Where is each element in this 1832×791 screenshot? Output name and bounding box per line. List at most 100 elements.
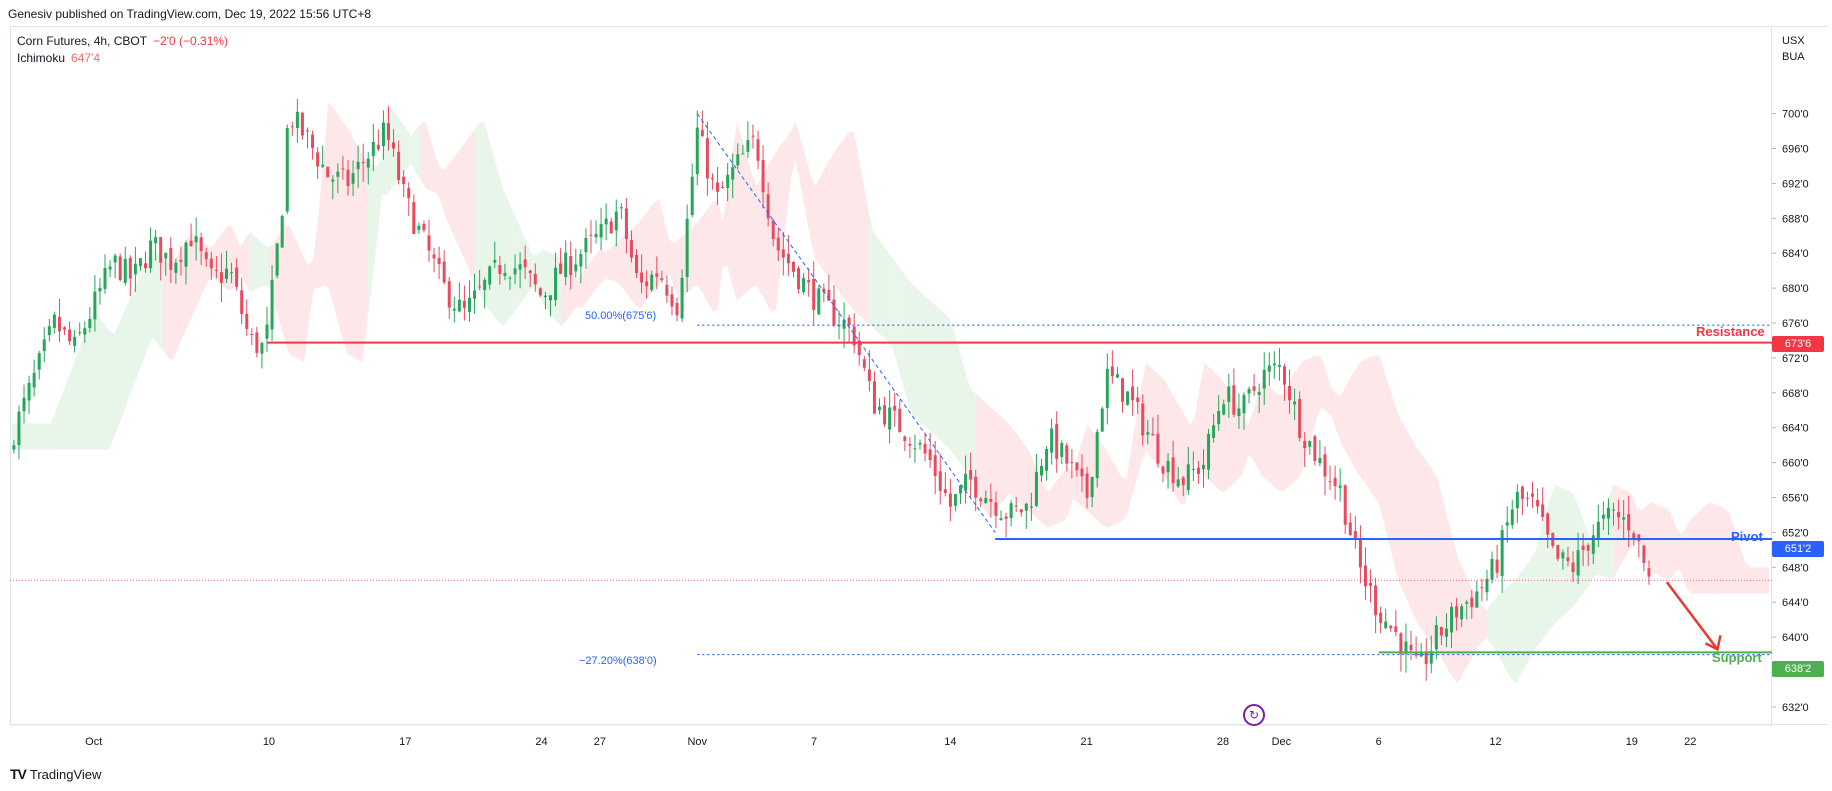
candle-up bbox=[1095, 431, 1099, 479]
indicator-label[interactable]: Ichimoku bbox=[17, 51, 66, 65]
candle-down bbox=[412, 202, 416, 234]
ichimoku-cloud-bear bbox=[1068, 467, 1074, 516]
candle-up bbox=[138, 258, 142, 267]
ichimoku-cloud-bear bbox=[1316, 355, 1322, 420]
candle-up bbox=[1034, 471, 1038, 506]
candle-down bbox=[1288, 386, 1292, 401]
ichimoku-cloud-bear bbox=[776, 145, 781, 310]
projection-arrow-head bbox=[1704, 635, 1722, 652]
replay-icon[interactable]: ↻ bbox=[1243, 704, 1265, 726]
ichimoku-cloud-bull bbox=[498, 173, 504, 327]
candle-up bbox=[513, 268, 517, 275]
candle-down bbox=[1004, 516, 1008, 519]
candle-down bbox=[1136, 397, 1140, 403]
x-tick-label: 19 bbox=[1626, 736, 1638, 748]
candle-up bbox=[154, 236, 158, 244]
indicator-value: 647'4 bbox=[71, 51, 101, 65]
candle-up bbox=[321, 164, 325, 167]
candle-up bbox=[548, 295, 552, 301]
ichimoku-cloud-bear bbox=[620, 234, 626, 292]
ichimoku-cloud-bear bbox=[167, 262, 173, 361]
candle-down bbox=[311, 134, 315, 148]
candle-up bbox=[473, 290, 477, 299]
ichimoku-cloud-bear bbox=[1710, 502, 1716, 594]
x-tick-label: 24 bbox=[535, 736, 547, 748]
candle-up bbox=[225, 268, 229, 280]
candle-up bbox=[1576, 550, 1580, 576]
ichimoku-cloud-bear bbox=[1019, 437, 1025, 508]
ichimoku-cloud-bear bbox=[430, 138, 436, 193]
candle-down bbox=[867, 369, 871, 381]
candle-up bbox=[1207, 433, 1211, 470]
ichimoku-cloud-bear bbox=[177, 247, 183, 350]
ichimoku-cloud-bear bbox=[1700, 505, 1706, 594]
ichimoku-cloud-bear bbox=[790, 121, 796, 180]
candle-up bbox=[1009, 503, 1013, 519]
candle-up bbox=[614, 211, 618, 231]
ichimoku-cloud-bull bbox=[941, 310, 947, 447]
candle-down bbox=[822, 288, 826, 293]
ichimoku-cloud-bull bbox=[89, 311, 95, 450]
symbol-label[interactable]: Corn Futures, 4h, CBOT bbox=[17, 34, 148, 48]
candle-down bbox=[629, 240, 633, 258]
ichimoku-cloud-bear bbox=[1073, 454, 1078, 503]
candle-up bbox=[1024, 503, 1028, 511]
candle-down bbox=[847, 317, 851, 325]
ichimoku-cloud-bear bbox=[230, 224, 236, 291]
ichimoku-cloud-bull bbox=[508, 200, 514, 320]
candle-down bbox=[938, 471, 942, 491]
currency-label[interactable]: USX BUA bbox=[1782, 35, 1805, 63]
ichimoku-cloud-bear bbox=[605, 247, 611, 280]
candle-up bbox=[356, 161, 360, 170]
ichimoku-cloud-bear bbox=[644, 208, 650, 303]
candle-up bbox=[1105, 368, 1109, 408]
y-tick-label: 640'0 bbox=[1782, 632, 1809, 644]
ichimoku-cloud-bull bbox=[907, 278, 913, 416]
candle-down bbox=[589, 234, 593, 236]
candle-down bbox=[1070, 462, 1074, 464]
ichimoku-cloud-bear bbox=[1379, 356, 1385, 526]
ichimoku-cloud-bear bbox=[1150, 367, 1156, 464]
candle-down bbox=[857, 340, 861, 356]
ichimoku-cloud-bull bbox=[883, 245, 889, 342]
candle-up bbox=[1622, 517, 1626, 520]
candle-up bbox=[574, 264, 578, 272]
y-tick-label: 680'0 bbox=[1782, 283, 1809, 295]
candle-up bbox=[108, 266, 112, 270]
ichimoku-cloud-bear bbox=[1292, 369, 1297, 484]
candle-down bbox=[1379, 612, 1383, 624]
candle-up bbox=[194, 236, 198, 243]
candle-up bbox=[878, 406, 882, 411]
x-tick-label: 7 bbox=[811, 736, 817, 748]
candle-up bbox=[123, 258, 127, 283]
candle-down bbox=[559, 263, 563, 274]
candle-up bbox=[230, 272, 234, 274]
candle-up bbox=[726, 174, 730, 188]
candle-up bbox=[1606, 507, 1610, 519]
candle-down bbox=[1369, 582, 1373, 586]
candle-up bbox=[280, 216, 284, 248]
ichimoku-cloud-bear bbox=[1613, 484, 1619, 579]
candle-up bbox=[959, 485, 963, 494]
candle-up bbox=[1277, 365, 1281, 367]
candle-up bbox=[371, 142, 375, 157]
tradingview-logo[interactable]: TV TradingView bbox=[10, 766, 102, 782]
candle-up bbox=[731, 167, 735, 180]
ichimoku-cloud-bull bbox=[946, 315, 952, 451]
candle-down bbox=[214, 269, 218, 271]
ichimoku-cloud-bull bbox=[878, 239, 884, 337]
candle-down bbox=[462, 300, 466, 308]
ichimoku-cloud-bear bbox=[664, 220, 670, 279]
price-axis[interactable] bbox=[1772, 26, 1828, 725]
ichimoku-cloud-bear bbox=[1267, 384, 1273, 486]
candle-down bbox=[923, 443, 927, 454]
ichimoku-cloud-bear bbox=[347, 128, 353, 357]
candle-up bbox=[1612, 509, 1616, 511]
ichimoku-cloud-bear bbox=[303, 257, 309, 363]
ichimoku-cloud-bull bbox=[493, 156, 499, 323]
ichimoku-cloud-bear bbox=[1438, 479, 1443, 661]
candle-down bbox=[812, 278, 816, 310]
ichimoku-cloud-bear bbox=[1374, 355, 1380, 506]
candle-down bbox=[569, 256, 573, 275]
